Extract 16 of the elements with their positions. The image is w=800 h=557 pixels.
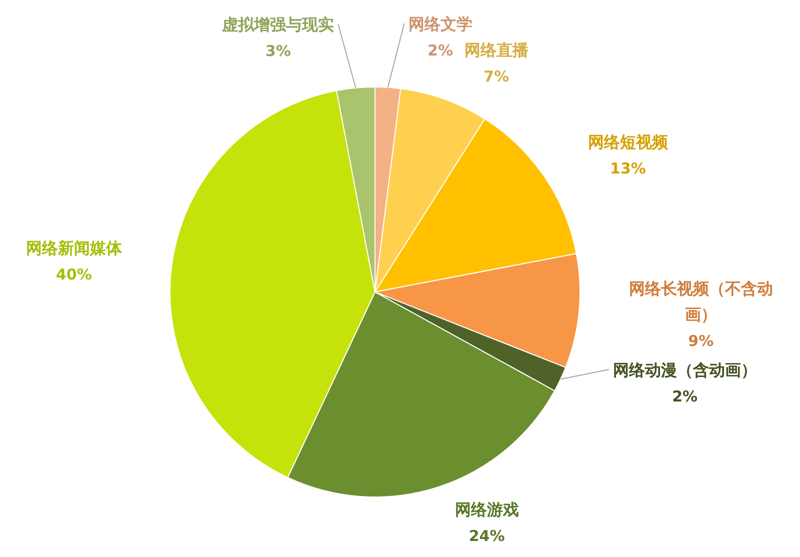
data-label: 9% [688,332,714,350]
slice-label: 虚拟增强与现实 [221,15,334,34]
data-label: 3% [265,42,291,60]
slice-label: 网络游戏 [454,500,519,520]
data-label: 13% [610,159,646,178]
data-label: 24% [468,527,505,546]
data-label: 7% [484,67,510,86]
data-label: 40% [56,266,92,284]
slice-label: 网络文学 [408,14,472,34]
slice-label: 网络短视频 [588,132,669,152]
data-label: 2% [672,387,698,406]
slice-label: 网络长视频（不含动画） [628,278,773,324]
slice-label: 网络新闻媒体 [26,238,123,258]
slice-label: 网络直播 [464,40,530,60]
slice-label: 网络动漫（含动画） [612,360,757,380]
data-label: 2% [428,41,453,60]
